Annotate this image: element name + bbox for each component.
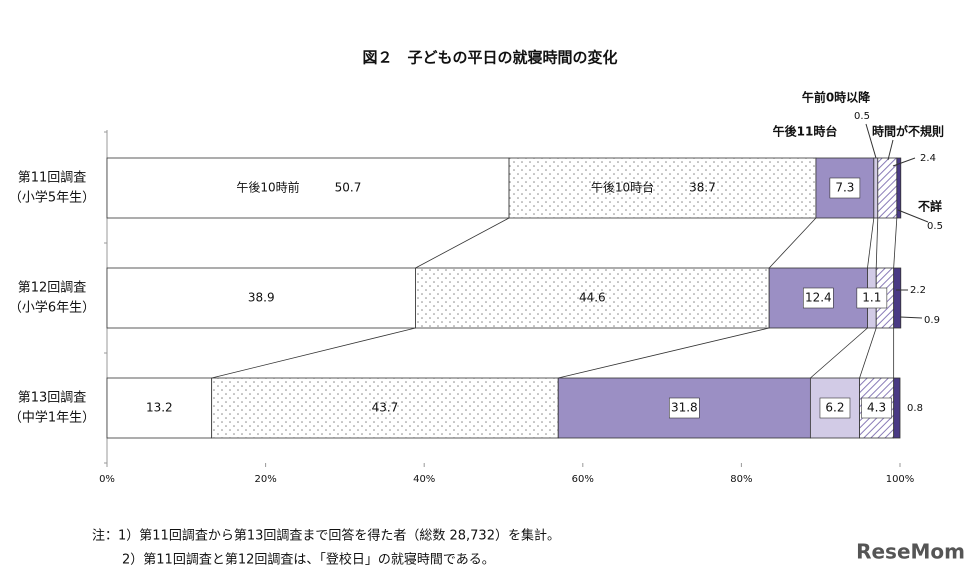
series-label: 不詳: [918, 199, 942, 214]
bar-segment: [877, 157, 898, 219]
connector: [211, 327, 416, 379]
x-tick-label: 80%: [730, 474, 752, 485]
leader-line: [897, 209, 929, 223]
category-label: 第11回調査: [18, 171, 87, 186]
connector: [558, 327, 770, 379]
category-label: （小学6年生）: [9, 300, 95, 316]
bar-segment: [893, 377, 901, 439]
series-label: 午後10時台: [591, 180, 654, 195]
leader-line: [865, 123, 877, 159]
category-label: （小学5年生）: [9, 190, 95, 206]
bar-segment: [893, 267, 902, 329]
series-label: 時間が不規則: [872, 124, 944, 139]
leader-line: [887, 139, 894, 161]
value-label: 1.1: [862, 291, 881, 305]
connector: [859, 327, 877, 379]
connector: [768, 217, 817, 269]
series-label: 午前0時以降: [802, 90, 871, 105]
label-box: [856, 287, 888, 309]
x-tick-label: 0%: [99, 474, 115, 485]
value-label: 0.5: [927, 221, 943, 232]
x-tick-label: 20%: [254, 474, 276, 485]
label-box: [669, 397, 700, 419]
leader-line: [892, 157, 916, 167]
note: 注：1）第11回調査から第13回調査まで回答を得た者（総数 28,732）を集計…: [92, 528, 560, 544]
category-label: （中学1年生）: [9, 410, 95, 426]
x-tick-label: 100%: [886, 474, 915, 485]
bar-segment: [896, 157, 902, 219]
value-label: 6.2: [825, 401, 844, 415]
value-label: 2.2: [910, 285, 926, 296]
value-label: 7.3: [835, 181, 854, 195]
bar-segment: [873, 157, 879, 219]
watermark: ReseMom: [856, 540, 965, 564]
series-label: 午後11時台: [773, 124, 838, 139]
x-tick-label: 40%: [413, 474, 435, 485]
note: 2）第11回調査と第12回調査は、「登校日」の就寝時間である。: [122, 552, 495, 568]
bar-segment: [211, 377, 559, 439]
connector: [875, 217, 879, 269]
connector: [893, 217, 898, 269]
value-label: 43.7: [372, 401, 399, 415]
leader-line: [899, 316, 923, 319]
chart-title: 図２ 子どもの平日の就寝時間の変化: [362, 49, 617, 67]
value-label: 0.8: [907, 403, 923, 414]
value-label: 38.7: [689, 181, 716, 195]
value-label: 31.8: [671, 401, 698, 415]
value-label: 38.9: [248, 291, 275, 305]
value-label: 13.2: [146, 401, 173, 415]
value-label: 44.6: [579, 291, 606, 305]
connector: [867, 217, 875, 269]
bar-segment: [415, 267, 770, 329]
series-label: 午後10時前: [236, 180, 299, 195]
value-label: 0.5: [854, 111, 870, 122]
bar-segment: [106, 267, 416, 329]
label-box: [861, 397, 892, 419]
value-label: 12.4: [805, 291, 832, 305]
bar-segment: [106, 157, 510, 219]
connector: [415, 217, 510, 269]
connector: [810, 327, 868, 379]
category-label: 第13回調査: [18, 391, 87, 406]
bar-segment: [508, 157, 817, 219]
value-label: 50.7: [335, 181, 362, 195]
category-label: 第12回調査: [18, 281, 87, 296]
value-label: 2.4: [920, 153, 936, 164]
value-label: 0.9: [924, 315, 940, 326]
x-tick-label: 60%: [572, 474, 594, 485]
label-box: [829, 177, 861, 199]
value-label: 4.3: [867, 401, 886, 415]
label-box: [803, 287, 834, 309]
label-box: [819, 397, 851, 419]
